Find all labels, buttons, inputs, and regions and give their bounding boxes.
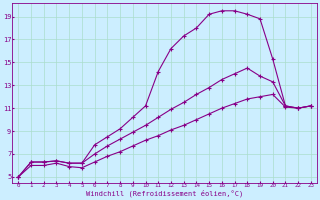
X-axis label: Windchill (Refroidissement éolien,°C): Windchill (Refroidissement éolien,°C) [86,190,243,197]
